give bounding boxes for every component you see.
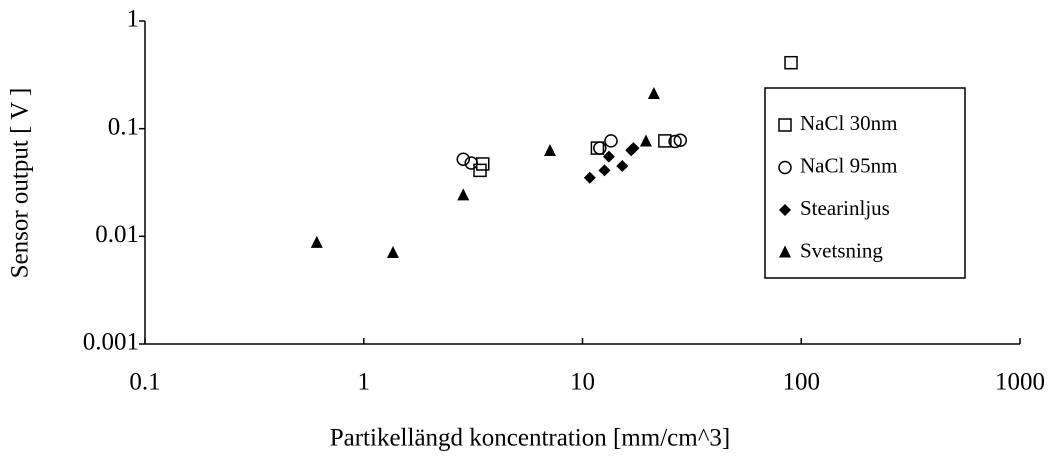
x-tick-label: 100 [783,369,821,396]
legend-entry: NaCl 30nm [800,111,897,135]
legend-label: NaCl 95nm [800,153,897,177]
point [583,171,596,184]
legend-label: Stearinljus [800,196,890,220]
x-tick-label: 1 [358,369,371,396]
x-axis-label: Partikellängd koncentration [mm/cm^3] [330,425,731,452]
point [668,134,682,149]
point [602,150,615,163]
point [543,144,556,157]
x-tick-label: 1000 [995,369,1045,396]
legend-marker [779,204,791,216]
point [310,235,323,248]
y-tick-label: 0.1 [108,113,139,140]
point [658,134,672,148]
legend-entry: Svetsning [800,238,883,262]
legend-marker [778,118,792,132]
y-axis-label: Sensor output [ V ] [7,88,34,279]
point [456,152,470,166]
legend-entry: NaCl 95nm [800,153,897,177]
y-tick-label: 0.01 [95,221,139,248]
y-tick-label: 1 [127,6,140,33]
legend-marker [779,245,791,258]
point [604,134,618,148]
legend-box [764,87,966,279]
point [464,156,478,170]
point [784,55,798,70]
legend-label: Svetsning [800,238,883,262]
x-tick-label: 0.1 [129,369,160,396]
point [593,141,607,155]
legend-marker [778,160,792,175]
point [386,246,399,259]
point [673,133,688,148]
point [598,164,611,177]
point [647,86,660,99]
legend-label: NaCl 30nm [800,111,897,135]
y-tick-label: 0.001 [83,329,139,356]
x-tick-label: 10 [570,369,595,396]
legend-entry: Stearinljus [800,196,890,220]
point [627,142,640,155]
point [639,134,652,147]
point [457,188,470,201]
point [616,160,629,173]
